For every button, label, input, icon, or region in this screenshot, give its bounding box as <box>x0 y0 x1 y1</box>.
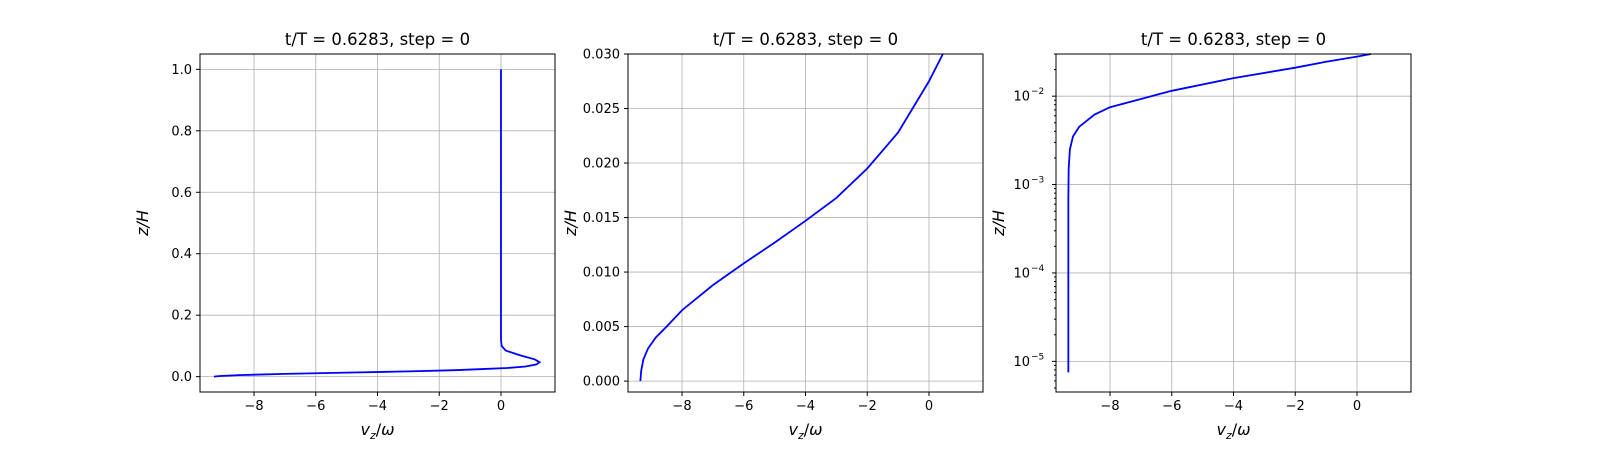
series-line <box>639 53 944 382</box>
chart-panel-2: −8 −6 −4 −2 0 0.000 0.005 0.010 0.015 0.020 0.025 0… <box>561 30 984 442</box>
y-tick-label: 10 <box>1013 178 1030 193</box>
y-tick-base: 10 <box>1013 355 1030 370</box>
y-tick-label: 0.030 <box>583 48 620 63</box>
x-axis-label-slash: / <box>1232 420 1238 439</box>
x-axis-label-omega: ω <box>809 420 822 439</box>
x-axis-label-omega: ω <box>1237 420 1250 439</box>
x-tick-label: −6 <box>306 399 325 414</box>
x-tick-label: 0 <box>1353 399 1361 414</box>
y-tick-label: 0.010 <box>583 266 620 281</box>
x-tick-label: −4 <box>796 399 815 414</box>
grid-lines <box>1056 54 1411 392</box>
x-axis-label-slash: / <box>804 420 810 439</box>
y-tick-exponent: −2 <box>1031 87 1044 97</box>
x-axis-label-slash: / <box>376 420 382 439</box>
y-tick-base: 10 <box>1013 266 1030 281</box>
grid-lines <box>628 53 983 392</box>
x-tick-label: −8 <box>672 399 691 414</box>
y-axis-label: z/H <box>561 210 580 237</box>
x-tick-label: 0 <box>925 399 933 414</box>
y-axis-label: z/H <box>989 210 1008 237</box>
x-tick-label: −2 <box>430 399 449 414</box>
y-tick-label: 1.0 <box>171 63 192 78</box>
y-tick-label: 10 <box>1013 90 1030 105</box>
chart-title: t/T = 0.6283, step = 0 <box>285 30 470 49</box>
y-tick-label: 0.000 <box>583 375 620 390</box>
chart-title: t/T = 0.6283, step = 0 <box>1141 30 1326 49</box>
y-tick-label: 0.015 <box>583 211 620 226</box>
y-tick-label: 0.8 <box>171 124 192 139</box>
y-tick-label: 10 <box>1013 355 1030 370</box>
x-axis-label-omega: ω <box>381 420 394 439</box>
x-tick-label: −8 <box>1100 399 1119 414</box>
x-tick-label: −8 <box>244 399 263 414</box>
y-axis-label: z/H <box>133 210 152 237</box>
x-axis-label-sub: z <box>369 429 376 442</box>
tick-layer: −8 −6 −4 −2 0 0.0 0.2 0.4 0.6 0.8 1.0 <box>171 63 505 414</box>
y-tick-label: 0.4 <box>171 247 192 262</box>
x-tick-label: −6 <box>734 399 753 414</box>
series-line <box>1067 53 1372 373</box>
y-tick-base: 10 <box>1013 90 1030 105</box>
x-axis-label-v: v <box>788 420 798 439</box>
curve-layer <box>213 69 542 378</box>
x-tick-label: −6 <box>1162 399 1181 414</box>
x-axis-label: vz/ω <box>1216 420 1250 442</box>
y-tick-label: 0.020 <box>583 157 620 172</box>
x-tick-label: −2 <box>858 399 877 414</box>
x-axis-label-sub: z <box>1225 429 1232 442</box>
x-axis-label: vz/ω <box>788 420 822 442</box>
x-tick-label: 0 <box>497 399 505 414</box>
y-tick-label: 10 <box>1013 266 1030 281</box>
y-tick-label: 0.005 <box>583 320 620 335</box>
chart-panel-1: −8 −6 −4 −2 0 0.0 0.2 0.4 0.6 0.8 1.0 t/T = 0.6283… <box>133 30 556 442</box>
y-tick-label: 0.025 <box>583 102 620 117</box>
x-axis-label: vz/ω <box>360 420 394 442</box>
y-tick-exponent: −5 <box>1031 352 1044 362</box>
y-tick-base: 10 <box>1013 178 1030 193</box>
x-tick-label: −4 <box>368 399 387 414</box>
y-tick-label: 0.0 <box>171 370 192 385</box>
curve-layer <box>639 53 944 382</box>
series-line <box>213 69 542 378</box>
x-axis-label-v: v <box>360 420 370 439</box>
y-tick-label: 0.2 <box>171 309 192 324</box>
y-tick-label: 0.6 <box>171 186 192 201</box>
y-tick-exponent: −4 <box>1031 264 1045 274</box>
x-tick-label: −2 <box>1286 399 1305 414</box>
grid-lines <box>200 54 555 392</box>
chart-panel-3: −8 −6 −4 −2 010−510−410−310−2 t/T = 0.6283, … <box>989 30 1412 442</box>
y-tick-exponent: −3 <box>1031 176 1044 186</box>
chart-title: t/T = 0.6283, step = 0 <box>713 30 898 49</box>
tick-layer: −8 −6 −4 −2 010−510−410−310−2 <box>1013 53 1361 414</box>
x-axis-label-v: v <box>1216 420 1226 439</box>
x-axis-label-sub: z <box>797 429 804 442</box>
curve-layer <box>1067 53 1372 373</box>
x-tick-label: −4 <box>1224 399 1243 414</box>
tick-layer: −8 −6 −4 −2 0 0.000 0.005 0.010 0.015 0.020 0.025 0… <box>583 48 933 415</box>
